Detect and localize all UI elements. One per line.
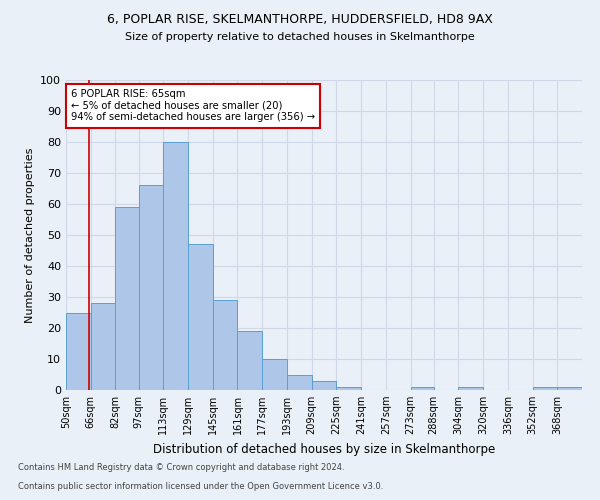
Text: Contains public sector information licensed under the Open Government Licence v3: Contains public sector information licen… [18, 482, 383, 491]
X-axis label: Distribution of detached houses by size in Skelmanthorpe: Distribution of detached houses by size … [153, 442, 495, 456]
Bar [115, 207, 139, 390]
Bar [139, 186, 163, 390]
Y-axis label: Number of detached properties: Number of detached properties [25, 148, 35, 322]
Bar [337, 387, 361, 390]
Bar [458, 387, 483, 390]
Bar [533, 387, 557, 390]
Bar [410, 387, 434, 390]
Bar [262, 359, 287, 390]
Bar [213, 300, 238, 390]
Text: Size of property relative to detached houses in Skelmanthorpe: Size of property relative to detached ho… [125, 32, 475, 42]
Bar [66, 312, 91, 390]
Text: Contains HM Land Registry data © Crown copyright and database right 2024.: Contains HM Land Registry data © Crown c… [18, 464, 344, 472]
Bar [557, 387, 582, 390]
Bar [287, 374, 311, 390]
Bar [163, 142, 188, 390]
Bar [91, 303, 115, 390]
Text: 6, POPLAR RISE, SKELMANTHORPE, HUDDERSFIELD, HD8 9AX: 6, POPLAR RISE, SKELMANTHORPE, HUDDERSFI… [107, 12, 493, 26]
Text: 6 POPLAR RISE: 65sqm
← 5% of detached houses are smaller (20)
94% of semi-detach: 6 POPLAR RISE: 65sqm ← 5% of detached ho… [71, 90, 315, 122]
Bar [188, 244, 213, 390]
Bar [238, 331, 262, 390]
Bar [311, 380, 337, 390]
